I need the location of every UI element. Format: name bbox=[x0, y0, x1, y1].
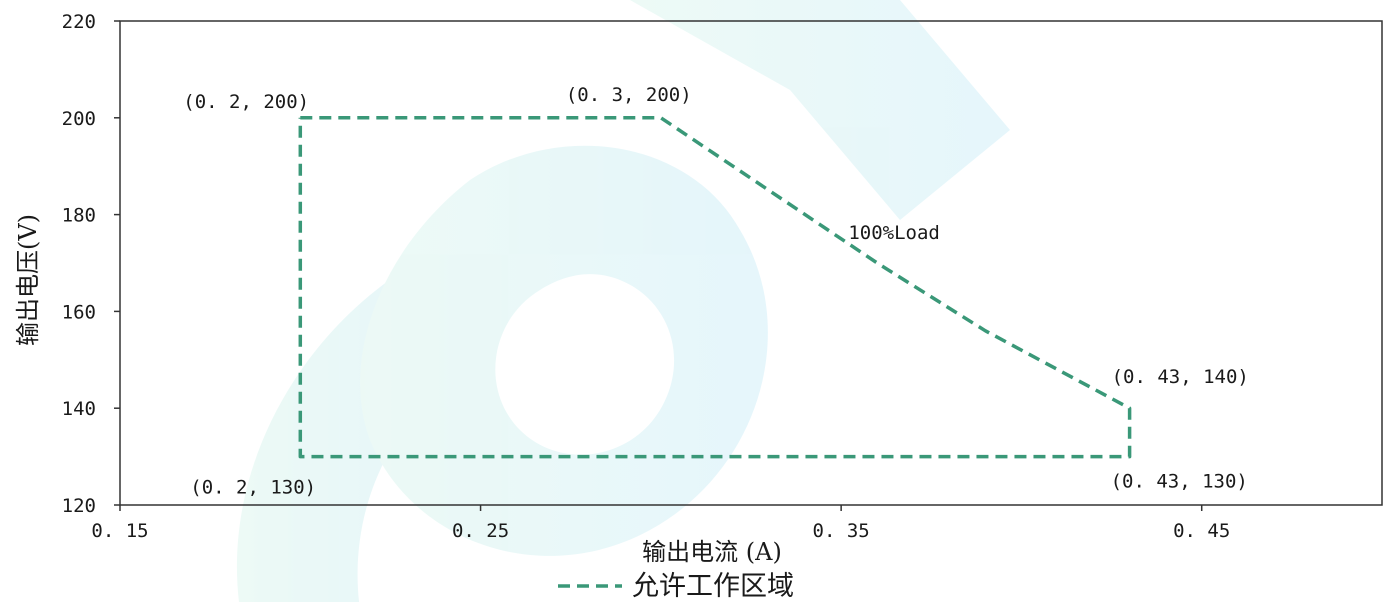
y-tick-label: 200 bbox=[62, 108, 96, 130]
series-line-operating-area bbox=[298, 116, 1132, 459]
legend-label: 允许工作区域 bbox=[632, 571, 794, 602]
watermark-ring bbox=[360, 145, 768, 556]
data-point-label: (0. 43, 140) bbox=[1112, 366, 1249, 388]
data-point-label: (0. 43, 130) bbox=[1111, 471, 1248, 493]
y-tick-label: 220 bbox=[62, 11, 96, 33]
x-tick-label: 0. 35 bbox=[813, 520, 870, 542]
y-axis: 120 140 160 180 200 220 bbox=[62, 11, 120, 517]
annotations: (0. 2, 200) (0. 3, 200) 100%Load (0. 43, 14… bbox=[183, 84, 1249, 499]
x-tick-label: 0. 15 bbox=[91, 520, 148, 542]
x-axis: 0. 15 0. 25 0. 35 0. 45 bbox=[91, 505, 1230, 542]
y-tick-label: 160 bbox=[62, 301, 96, 323]
data-point-label: (0. 2, 200) bbox=[183, 91, 309, 113]
data-point-label: 100%Load bbox=[848, 222, 940, 244]
y-axis-title: 输出电压(V) bbox=[14, 214, 42, 346]
y-tick-label: 180 bbox=[62, 205, 96, 227]
data-point-label: (0. 3, 200) bbox=[566, 84, 692, 106]
data-point-label: (0. 2, 130) bbox=[190, 477, 316, 499]
x-tick-label: 0. 25 bbox=[452, 520, 509, 542]
x-tick-label: 0. 45 bbox=[1173, 520, 1230, 542]
legend: 允许工作区域 bbox=[558, 571, 794, 602]
plot-frame bbox=[119, 20, 1383, 506]
y-tick-label: 120 bbox=[62, 495, 96, 517]
watermark-stroke bbox=[630, 0, 1010, 220]
watermark bbox=[236, 0, 1010, 602]
x-axis-title: 输出电流 (A) bbox=[642, 538, 782, 566]
y-tick-label: 140 bbox=[62, 398, 96, 420]
